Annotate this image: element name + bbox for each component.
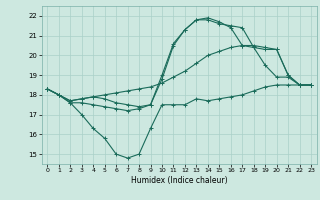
X-axis label: Humidex (Indice chaleur): Humidex (Indice chaleur) xyxy=(131,176,228,185)
